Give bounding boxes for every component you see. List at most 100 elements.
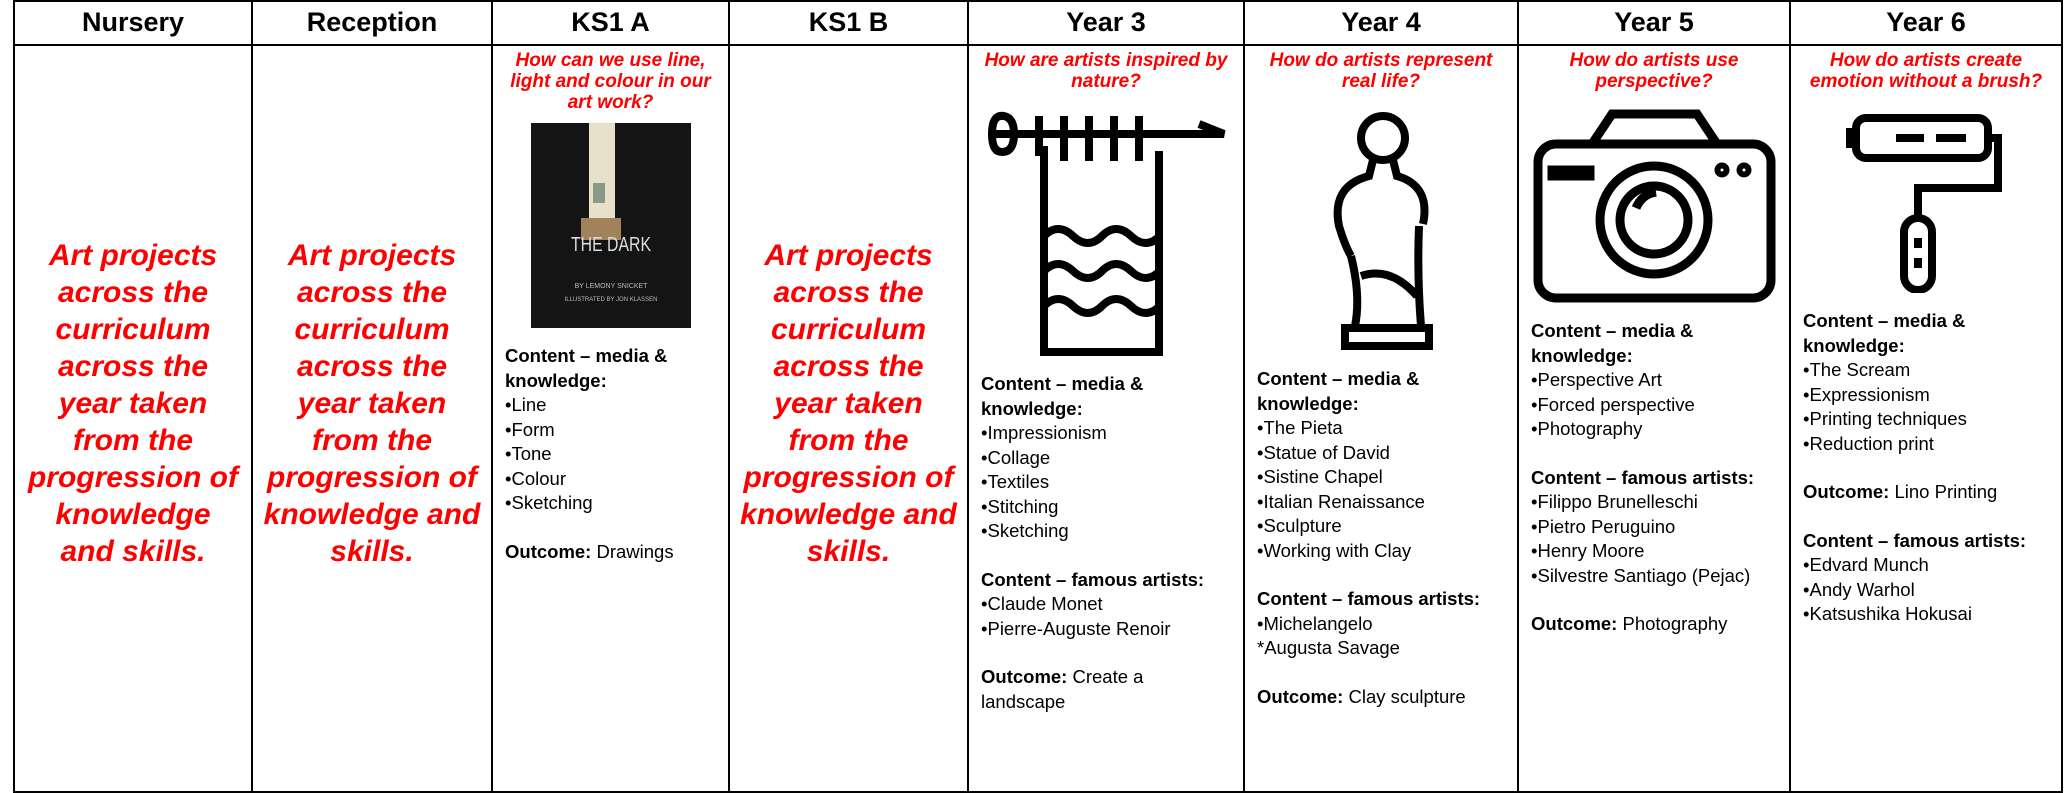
outcome-label: Outcome: bbox=[1531, 613, 1618, 634]
guiding-question: How are artists inspired by nature? bbox=[984, 50, 1228, 92]
list-item: •Tone bbox=[505, 443, 552, 464]
section-heading: Content – famous artists: bbox=[1803, 529, 2027, 551]
filler-box: Art projects across the curriculum acros… bbox=[15, 46, 251, 791]
section: Content – famous artists: •Edvard Munch •A… bbox=[1803, 529, 2049, 627]
section: Content – famous artists: •Michelangelo *A… bbox=[1257, 587, 1505, 661]
outcome: Outcome: Clay sculpture bbox=[1257, 685, 1505, 710]
outcome: Outcome: Create a landscape bbox=[981, 665, 1231, 714]
header-row: Nursery Reception KS1 A KS1 B Year 3 Year 4 Ye… bbox=[13, 0, 2063, 46]
guiding-question: How can we use line, light and colour in… bbox=[510, 50, 711, 113]
column-header: Year 4 bbox=[1243, 0, 1519, 46]
curriculum-table: Nursery Reception KS1 A KS1 B Year 3 Year 4 Ye… bbox=[13, 0, 2063, 793]
list-item: •Photography bbox=[1531, 418, 1643, 439]
section: Content – media & knowledge: •Impressioni… bbox=[981, 372, 1231, 544]
list-item: •Forced perspective bbox=[1531, 393, 1695, 415]
roller-icon bbox=[1846, 114, 2002, 293]
column-header: Reception bbox=[251, 0, 493, 46]
list-item: •Line bbox=[505, 394, 547, 415]
guiding-question: How do artists represent real life? bbox=[1269, 50, 1493, 92]
column-header: Year 3 bbox=[967, 0, 1245, 46]
list-item: •Michelangelo bbox=[1257, 612, 1373, 634]
section-heading: Content – famous artists: bbox=[981, 568, 1205, 590]
list-item: •Reduction print bbox=[1803, 432, 1934, 454]
filler-box: Art projects across the curriculum acros… bbox=[730, 46, 967, 791]
column-cell: How can we use line, light and colour in… bbox=[491, 44, 730, 793]
section: Outcome: Photography bbox=[1531, 612, 1777, 637]
section: Outcome: Clay sculpture bbox=[1257, 685, 1505, 710]
content: Content – media & knowledge: •Impressioni… bbox=[969, 372, 1243, 714]
outcome-label: Outcome: bbox=[1257, 685, 1344, 707]
outcome-label: Outcome: bbox=[1803, 481, 1890, 502]
outcome-label: Outcome: bbox=[981, 666, 1068, 687]
outcome-label: Outcome: bbox=[505, 540, 592, 562]
list-item: •Katsushika Hokusai bbox=[1803, 603, 1972, 624]
column-cell: How do artists use perspective? Content … bbox=[1517, 44, 1791, 793]
section-heading: Content – famous artists: bbox=[1257, 588, 1481, 609]
content: Content – media & knowledge: •The Pieta •S… bbox=[1245, 367, 1517, 709]
statue-icon bbox=[1333, 112, 1433, 350]
list-item: •Claude Monet bbox=[981, 593, 1103, 614]
list-item: •Impressionism bbox=[981, 422, 1107, 443]
list-item: •Pierre-Auguste Renoir bbox=[981, 617, 1171, 639]
section-heading: Content – media & knowledge: bbox=[981, 373, 1144, 419]
list-item: •Colour bbox=[505, 467, 566, 489]
list-item: •Stitching bbox=[981, 495, 1059, 517]
body-row: Art projects across the curriculum acros… bbox=[13, 44, 2063, 793]
outcome-text: Lino Printing bbox=[1894, 481, 1998, 502]
section: Content – media & knowledge: •The Scream •… bbox=[1803, 309, 2049, 456]
column-cell: How are artists inspired by nature? Cont… bbox=[967, 44, 1245, 793]
section: Outcome: Create a landscape bbox=[981, 665, 1231, 714]
outcome-text: Drawings bbox=[596, 540, 674, 562]
guiding-question: How do artists use perspective? bbox=[1569, 50, 1739, 92]
column-header: KS1 B bbox=[728, 0, 969, 46]
column-header: Year 6 bbox=[1789, 0, 2063, 46]
list-item: •Form bbox=[505, 418, 555, 440]
column-header: Nursery bbox=[13, 0, 253, 46]
guiding-question: How do artists create emotion without a … bbox=[1809, 50, 2043, 92]
column-cell: Art projects across the curriculum acros… bbox=[251, 44, 493, 793]
column-header: Year 5 bbox=[1517, 0, 1791, 46]
cover-title: THE DARK bbox=[571, 234, 652, 256]
list-item: •Italian Renaissance bbox=[1257, 490, 1425, 512]
list-item: •Expressionism bbox=[1803, 383, 1930, 405]
outcome-text: Photography bbox=[1622, 613, 1728, 634]
knitting-icon bbox=[987, 111, 1225, 356]
outcome: Outcome: Lino Printing bbox=[1803, 480, 2049, 505]
section: Outcome: Lino Printing bbox=[1803, 480, 2049, 505]
outcome-text: Clay sculpture bbox=[1348, 685, 1466, 707]
filler-box: Art projects across the curriculum acros… bbox=[253, 46, 491, 791]
cover-author: BY LEMONY SNICKET bbox=[574, 283, 648, 290]
list-item: •The Scream bbox=[1803, 359, 1911, 380]
list-item: •Sistine Chapel bbox=[1257, 466, 1383, 487]
section: Content – media & knowledge: •The Pieta •S… bbox=[1257, 367, 1505, 563]
content: Content – media & knowledge: •Line •Form •T… bbox=[493, 344, 728, 564]
list-item: •Textiles bbox=[981, 471, 1050, 492]
list-item: •Sketching bbox=[981, 520, 1069, 541]
outcome: Outcome: Photography bbox=[1531, 612, 1777, 637]
book-cover: THE DARK BY LEMONY SNICKET ILLUSTRATED B… bbox=[530, 123, 691, 328]
section-heading: Content – media & knowledge: bbox=[505, 345, 668, 391]
list-item: •Collage bbox=[981, 446, 1051, 468]
content: Content – media & knowledge: •The Scream •… bbox=[1791, 309, 2061, 627]
section: Content – famous artists: •Claude Monet •P… bbox=[981, 568, 1231, 642]
cover-illustrator: ILLUSTRATED BY JON KLASSEN bbox=[564, 297, 657, 303]
column-cell: How do artists represent real life? Cont… bbox=[1243, 44, 1519, 793]
filler-text: Art projects across the curriculum acros… bbox=[263, 239, 481, 568]
list-item: •Edvard Munch bbox=[1803, 554, 1929, 575]
section: Outcome: Drawings bbox=[505, 540, 716, 565]
list-item: •Working with Clay bbox=[1257, 539, 1412, 561]
column-header: KS1 A bbox=[491, 0, 730, 46]
list-item: •Perspective Art bbox=[1531, 369, 1662, 390]
section-heading: Content – media & knowledge: bbox=[1257, 368, 1420, 414]
list-item: •Printing techniques bbox=[1803, 408, 1967, 429]
camera-icon bbox=[1533, 109, 1775, 303]
list-item: *Augusta Savage bbox=[1257, 637, 1400, 658]
content: Content – media & knowledge: •Perspective… bbox=[1519, 319, 1789, 637]
section-heading: Content – media & knowledge: bbox=[1803, 310, 1966, 356]
column-cell: Art projects across the curriculum acros… bbox=[728, 44, 969, 793]
section-heading: Content – famous artists: bbox=[1531, 466, 1755, 488]
filler-text: Art projects across the curriculum acros… bbox=[27, 239, 238, 568]
list-item: •Silvestre Santiago (Pejac) bbox=[1531, 564, 1751, 586]
outcome: Outcome: Drawings bbox=[505, 540, 716, 565]
